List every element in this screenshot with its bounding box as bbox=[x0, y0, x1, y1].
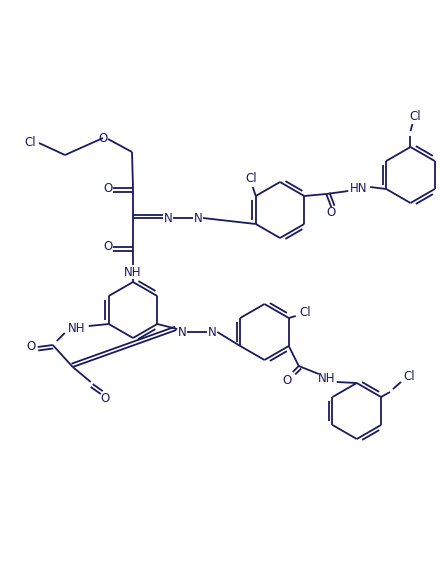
Text: Cl: Cl bbox=[24, 136, 36, 149]
Text: HN: HN bbox=[349, 182, 367, 195]
Text: NH: NH bbox=[318, 372, 335, 385]
Text: NH: NH bbox=[68, 323, 85, 336]
Text: Cl: Cl bbox=[410, 111, 422, 124]
Text: O: O bbox=[26, 341, 35, 354]
Text: Cl: Cl bbox=[403, 371, 415, 384]
Text: N: N bbox=[178, 325, 187, 338]
Text: O: O bbox=[99, 132, 108, 145]
Text: Cl: Cl bbox=[299, 306, 311, 319]
Text: N: N bbox=[208, 325, 216, 338]
Text: O: O bbox=[103, 181, 113, 194]
Text: Cl: Cl bbox=[245, 172, 257, 185]
Text: NH: NH bbox=[124, 266, 142, 279]
Text: N: N bbox=[164, 211, 172, 224]
Text: N: N bbox=[194, 211, 202, 224]
Text: O: O bbox=[103, 241, 113, 254]
Text: O: O bbox=[326, 206, 336, 219]
Text: O: O bbox=[100, 393, 110, 406]
Text: O: O bbox=[282, 373, 291, 386]
